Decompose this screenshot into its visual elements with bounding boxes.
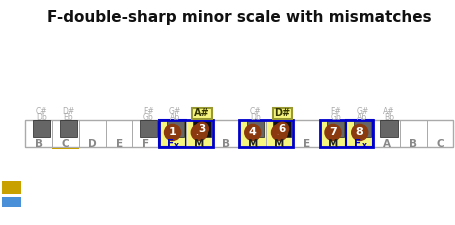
Text: B: B	[222, 140, 229, 149]
Bar	[266, 120, 292, 147]
Text: B: B	[408, 140, 416, 149]
Text: Db: Db	[249, 113, 260, 122]
Bar	[166, 120, 183, 137]
Text: B: B	[35, 140, 43, 149]
Text: G#: G#	[169, 107, 181, 116]
Bar	[346, 120, 372, 147]
Text: C: C	[435, 140, 443, 149]
Text: 8: 8	[355, 127, 363, 137]
Bar	[52, 148, 79, 149]
Bar	[399, 120, 425, 147]
Bar	[193, 120, 210, 137]
Bar	[372, 120, 399, 147]
Text: F#: F#	[329, 107, 340, 116]
Text: E: E	[115, 140, 122, 149]
Bar	[2, 181, 20, 194]
Text: C#: C#	[35, 107, 47, 116]
Bar	[246, 120, 263, 137]
Bar	[106, 120, 132, 147]
Text: x: x	[361, 141, 366, 150]
Bar	[319, 120, 372, 147]
Circle shape	[351, 124, 367, 140]
Bar	[159, 120, 212, 147]
Text: E: E	[302, 140, 309, 149]
Bar	[326, 120, 344, 137]
Circle shape	[195, 122, 208, 135]
Text: Bb: Bb	[383, 113, 393, 122]
Text: 1: 1	[168, 127, 176, 137]
Text: A#: A#	[383, 107, 394, 116]
Text: F#: F#	[143, 107, 153, 116]
Bar	[140, 120, 157, 137]
Bar	[425, 120, 452, 147]
Text: F: F	[142, 140, 149, 149]
Bar	[25, 120, 452, 147]
Bar	[212, 120, 239, 147]
Text: D#: D#	[62, 107, 74, 116]
Text: Gb: Gb	[329, 113, 340, 122]
Text: 5: 5	[275, 127, 283, 137]
Circle shape	[271, 124, 287, 140]
Circle shape	[324, 124, 340, 140]
Bar	[60, 120, 77, 137]
Bar	[319, 120, 346, 147]
Circle shape	[275, 122, 288, 135]
Bar	[25, 120, 52, 147]
Text: 2: 2	[195, 127, 203, 137]
Text: M: M	[274, 140, 284, 149]
Text: Ab: Ab	[170, 113, 180, 122]
Text: x: x	[174, 141, 179, 150]
Circle shape	[164, 124, 180, 140]
Bar	[132, 120, 159, 147]
Text: 3: 3	[198, 124, 205, 134]
Bar	[239, 120, 266, 147]
Text: G#: G#	[355, 107, 368, 116]
Bar	[79, 120, 106, 147]
Text: 6: 6	[278, 124, 285, 134]
Bar	[186, 120, 212, 147]
Bar	[353, 120, 370, 137]
Bar	[192, 108, 211, 119]
Bar	[52, 120, 79, 147]
Bar	[272, 108, 291, 119]
Text: M: M	[327, 140, 338, 149]
Text: 7: 7	[329, 127, 336, 137]
Text: Db: Db	[36, 113, 47, 122]
Circle shape	[191, 124, 207, 140]
Bar	[273, 120, 290, 137]
Bar	[33, 120, 50, 137]
Text: Ab: Ab	[357, 113, 367, 122]
Bar	[292, 120, 319, 147]
Bar	[159, 120, 186, 147]
Bar	[239, 120, 292, 147]
Text: Eb: Eb	[63, 113, 73, 122]
Bar	[2, 197, 20, 207]
Text: A#: A#	[194, 108, 209, 119]
Text: M: M	[194, 140, 204, 149]
Text: 4: 4	[248, 127, 256, 137]
Text: F-double-sharp minor scale with mismatches: F-double-sharp minor scale with mismatch…	[47, 10, 431, 25]
Text: Gb: Gb	[143, 113, 153, 122]
Text: D#: D#	[273, 108, 290, 119]
Text: A: A	[382, 140, 389, 149]
Bar	[379, 120, 397, 137]
Text: F: F	[167, 140, 174, 149]
Text: C: C	[61, 140, 69, 149]
Text: M: M	[247, 140, 258, 149]
Text: F: F	[353, 140, 360, 149]
Circle shape	[244, 124, 260, 140]
Text: D: D	[88, 140, 96, 149]
Text: C#: C#	[249, 107, 261, 116]
Text: basicmusictheory.com: basicmusictheory.com	[9, 83, 14, 142]
